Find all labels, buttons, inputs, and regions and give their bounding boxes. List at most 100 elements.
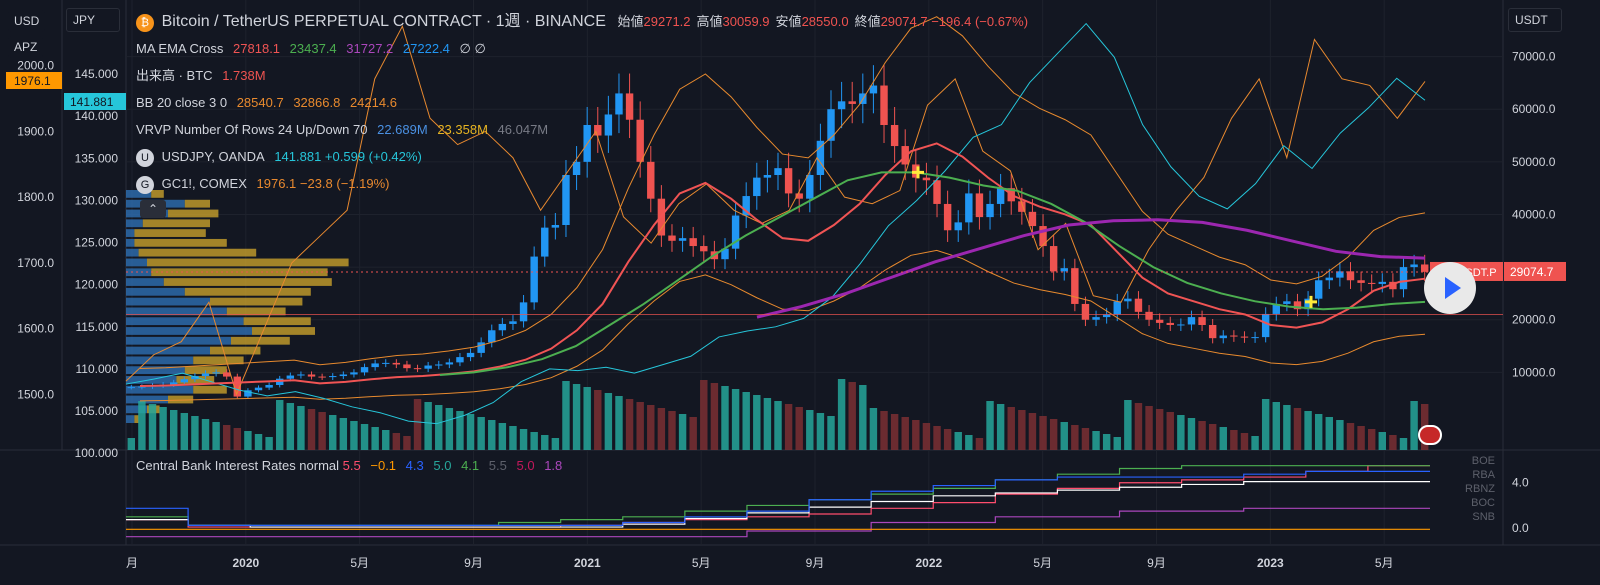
volume-bar bbox=[191, 416, 199, 450]
symbol-title[interactable]: Bitcoin / TetherUS PERPETUAL CONTRACT · … bbox=[161, 13, 606, 30]
candle-body bbox=[1113, 301, 1121, 315]
gold-price-tag bbox=[6, 72, 62, 89]
vp-down-bar bbox=[184, 366, 227, 375]
vp-up-bar bbox=[126, 366, 185, 375]
volume-bar bbox=[1325, 417, 1333, 450]
usdjpy-row[interactable]: U USDJPY, OANDA 141.881 +0.599 (+0.42%) bbox=[136, 143, 1028, 170]
volume-bar bbox=[647, 405, 655, 450]
candle-body bbox=[1198, 317, 1206, 325]
apz-unit-label[interactable]: APZ bbox=[8, 36, 44, 58]
collapse-legend-button[interactable]: ⌃ bbox=[140, 200, 166, 218]
volume-bar bbox=[859, 385, 867, 450]
y-right-tick-label: 40000.0 bbox=[1512, 207, 1556, 221]
candle-body bbox=[424, 365, 432, 369]
volume-bar bbox=[212, 422, 220, 450]
candle-body bbox=[1346, 271, 1355, 281]
candle-body bbox=[901, 146, 909, 165]
candle-body bbox=[1420, 264, 1429, 272]
rate-line bbox=[126, 470, 1430, 526]
gold-row[interactable]: G GC1!, COMEX 1976.1 −23.8 (−1.19%) bbox=[136, 170, 1028, 197]
volume-bar bbox=[307, 409, 316, 450]
ma-value-4: 27222.4 bbox=[402, 41, 450, 56]
y-gold-tick-label: 1500.0 bbox=[17, 387, 54, 401]
candle-body bbox=[943, 203, 952, 231]
y-jpy-tick-label: 105.000 bbox=[75, 404, 119, 418]
volume-bar bbox=[890, 414, 899, 450]
gold-value: 1976.1 −23.8 (−1.19%) bbox=[256, 176, 390, 191]
volume-bar bbox=[541, 435, 549, 450]
jpy-unit-button[interactable]: JPY bbox=[66, 8, 120, 32]
usd-unit-label[interactable]: USD bbox=[8, 10, 46, 32]
ma-label: MA EMA Cross bbox=[136, 41, 224, 56]
rate-value-1: 5.5 bbox=[342, 458, 361, 473]
candle-body bbox=[689, 238, 697, 247]
volume-bar bbox=[1102, 434, 1111, 450]
candle-body bbox=[360, 367, 369, 373]
candle-body bbox=[1018, 201, 1026, 212]
vp-down-bar bbox=[210, 297, 303, 306]
candle-body bbox=[1071, 268, 1079, 304]
y-right-tick-label: 70000.0 bbox=[1512, 50, 1556, 64]
candle-body bbox=[890, 125, 899, 147]
vrvp-row[interactable]: VRVP Number Of Rows 24 Up/Down 70 22.689… bbox=[136, 116, 1028, 143]
volume-bar bbox=[1293, 408, 1302, 450]
usdt-unit-button[interactable]: USDT bbox=[1508, 8, 1562, 32]
volume-bar bbox=[731, 389, 740, 450]
candle-body bbox=[731, 215, 740, 249]
bb-value-2: 32866.8 bbox=[293, 95, 341, 110]
candle-body bbox=[1039, 226, 1047, 247]
us-flag-event-icon[interactable] bbox=[1418, 425, 1442, 445]
vp-down-bar bbox=[163, 278, 332, 286]
volume-bar bbox=[562, 381, 570, 450]
ema-long-line bbox=[756, 218, 1426, 319]
volume-bar bbox=[710, 383, 719, 450]
volume-bar bbox=[1261, 399, 1270, 450]
vp-up-bar bbox=[126, 336, 231, 345]
ohlc-label: 安値 bbox=[775, 14, 802, 29]
volume-bar bbox=[1092, 431, 1100, 450]
volume-bar bbox=[668, 411, 676, 450]
volume-bar bbox=[784, 404, 793, 450]
x-tick-label: 2021 bbox=[574, 556, 601, 570]
bb-upper-line bbox=[139, 16, 1426, 370]
volume-bar bbox=[912, 420, 920, 450]
vp-up-bar bbox=[126, 190, 152, 198]
chart-legend: ₿ Bitcoin / TetherUS PERPETUAL CONTRACT … bbox=[136, 8, 1028, 197]
volume-bar bbox=[721, 386, 729, 450]
volume-row[interactable]: 出来高 · BTC 1.738M bbox=[136, 62, 1028, 89]
volume-bar bbox=[1357, 426, 1365, 450]
volume-bar bbox=[413, 399, 422, 450]
candle-body bbox=[509, 321, 517, 324]
rates-legend[interactable]: Central Bank Interest Rates normal 5.5 −… bbox=[136, 458, 568, 473]
candle-body bbox=[1389, 281, 1397, 290]
bb-row[interactable]: BB 20 close 3 0 28540.7 32866.8 24214.6 bbox=[136, 89, 1028, 116]
candle-body bbox=[933, 180, 941, 204]
volume-bar bbox=[329, 415, 337, 450]
candle-body bbox=[562, 175, 570, 225]
candle-body bbox=[1272, 303, 1280, 314]
candle-body bbox=[1187, 317, 1196, 325]
volume-bar bbox=[1134, 403, 1143, 450]
vp-down-bar bbox=[168, 209, 219, 218]
ma-row[interactable]: MA EMA Cross 27818.1 23437.4 31727.2 272… bbox=[136, 35, 1028, 62]
rate-legend-label: BOE bbox=[1472, 455, 1495, 467]
volume-bar bbox=[488, 420, 496, 450]
vp-down-bar bbox=[151, 268, 328, 277]
candle-body bbox=[1410, 264, 1418, 268]
candle-body bbox=[212, 372, 220, 374]
volume-bar bbox=[276, 400, 284, 450]
volume-bar bbox=[753, 395, 761, 450]
candle-body bbox=[996, 188, 1005, 204]
y-right-tick-label: 10000.0 bbox=[1512, 365, 1556, 379]
volume-bar bbox=[201, 419, 210, 450]
volume-bar bbox=[435, 405, 443, 450]
ohlc-label: 始値 bbox=[617, 14, 644, 29]
candle-body bbox=[488, 330, 496, 343]
vp-up-bar bbox=[126, 395, 168, 404]
play-replay-button[interactable] bbox=[1424, 262, 1476, 314]
y-jpy-tick-label: 140.000 bbox=[75, 109, 119, 123]
rate-value-6: 5.5 bbox=[488, 458, 507, 473]
candle-body bbox=[297, 374, 305, 376]
ema-fast-line bbox=[139, 142, 1426, 388]
